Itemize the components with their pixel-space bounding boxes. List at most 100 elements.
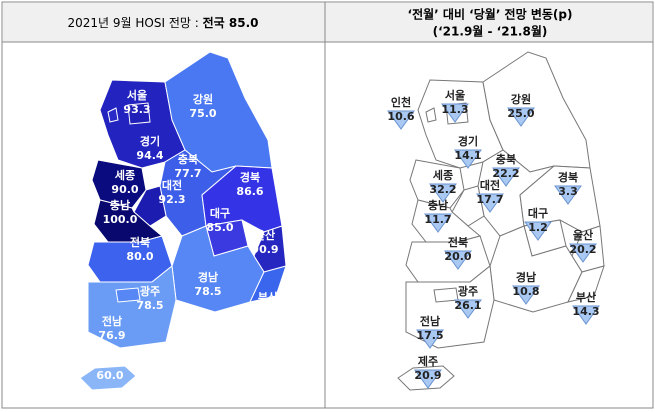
region bbox=[249, 265, 287, 303]
region-name: 충북 bbox=[178, 152, 198, 166]
region-value: 11.7 bbox=[424, 213, 451, 226]
decline-marker bbox=[454, 299, 482, 319]
region bbox=[115, 287, 141, 303]
region-name: 대구 bbox=[210, 206, 230, 220]
region-name: 전남 bbox=[102, 314, 122, 328]
region-name: 울산 bbox=[255, 228, 275, 242]
region bbox=[133, 185, 167, 227]
region-value: 89.4 bbox=[254, 305, 281, 318]
region-name: 대구 bbox=[528, 206, 548, 220]
region-value: 76.9 bbox=[98, 329, 125, 342]
region-value: 93.3 bbox=[123, 103, 150, 116]
region-name: 서울 bbox=[127, 88, 147, 102]
region-value: 20.2 bbox=[569, 243, 596, 256]
region bbox=[489, 225, 583, 313]
decline-marker bbox=[476, 193, 504, 213]
region-name: 경남 bbox=[516, 270, 536, 284]
decline-marker bbox=[569, 243, 597, 263]
region bbox=[171, 225, 265, 313]
region-name: 광주 bbox=[458, 285, 478, 298]
right-title: ‘전월’ 대비 ‘당월’ 전망 변동(p) bbox=[408, 7, 573, 22]
region bbox=[201, 165, 283, 233]
region-name: 전남 bbox=[420, 314, 440, 328]
decline-marker bbox=[416, 329, 444, 349]
region-value: 1.2 bbox=[528, 221, 548, 234]
region-name: 충남 bbox=[428, 198, 448, 212]
decline-marker bbox=[444, 250, 472, 270]
region-value: 10.6 bbox=[387, 110, 414, 123]
decline-marker bbox=[572, 305, 600, 325]
region-value: 78.5 bbox=[136, 299, 163, 312]
region-name: 인천 bbox=[391, 95, 411, 109]
region-name: 광주 bbox=[140, 285, 160, 298]
region-name: 대전 bbox=[480, 178, 500, 192]
decline-marker bbox=[387, 110, 415, 130]
region-name: 서울 bbox=[445, 88, 465, 102]
region-name: 대전 bbox=[162, 178, 182, 192]
region bbox=[425, 107, 437, 123]
region-name: 세종 bbox=[433, 168, 453, 182]
region-name: 부산 bbox=[258, 290, 278, 304]
region-value: 3.3 bbox=[558, 185, 578, 198]
region-value: 90.9 bbox=[251, 243, 278, 256]
header-bg bbox=[3, 3, 652, 42]
region-value: 20.0 bbox=[444, 250, 471, 263]
decline-marker bbox=[512, 285, 540, 305]
region bbox=[107, 107, 119, 123]
region-value: 17.5 bbox=[416, 329, 443, 342]
decline-marker bbox=[424, 213, 452, 233]
region-value: 92.3 bbox=[158, 193, 185, 206]
region-value: 86.6 bbox=[236, 185, 263, 198]
right-subtitle: (‘21.9월 - ‘21.8월) bbox=[433, 24, 548, 39]
region-name: 경남 bbox=[198, 270, 218, 284]
region-value: 25.0 bbox=[507, 107, 534, 120]
region-value: 75.0 bbox=[189, 107, 216, 120]
decline-marker bbox=[429, 183, 457, 203]
region-value: 94.4 bbox=[136, 149, 163, 162]
decline-marker bbox=[414, 369, 442, 389]
decline-marker bbox=[441, 103, 469, 123]
region-name: 충남 bbox=[110, 198, 130, 212]
region-value: 14.1 bbox=[454, 149, 481, 162]
region bbox=[405, 265, 495, 349]
region-value: 100.0 bbox=[103, 213, 138, 226]
region-value: 20.9 bbox=[414, 369, 441, 382]
region-name: 제주 bbox=[100, 354, 120, 368]
region-value: 26.1 bbox=[454, 299, 481, 312]
region-value: 78.5 bbox=[194, 285, 221, 298]
region bbox=[79, 365, 137, 391]
region bbox=[567, 265, 605, 303]
region-name: 경기 bbox=[140, 134, 160, 148]
region-name: 강원 bbox=[511, 92, 531, 106]
region-name: 경북 bbox=[240, 170, 260, 184]
decline-marker bbox=[492, 167, 520, 187]
region-value: 14.3 bbox=[572, 305, 599, 318]
region-name: 울산 bbox=[573, 228, 593, 242]
region-value: 77.7 bbox=[174, 167, 201, 180]
decline-marker bbox=[507, 107, 535, 127]
region-value: 32.2 bbox=[429, 183, 456, 196]
region-value: 11.3 bbox=[441, 103, 468, 116]
region-value: 17.7 bbox=[476, 193, 503, 206]
decline-marker bbox=[454, 149, 482, 169]
region-value: 90.0 bbox=[111, 183, 138, 196]
region-value: 60.0 bbox=[96, 369, 123, 382]
region-value: 95.8 bbox=[69, 110, 96, 123]
region-name: 경기 bbox=[458, 134, 478, 148]
region-name: 충북 bbox=[496, 152, 516, 166]
region-value: 85.0 bbox=[206, 221, 233, 234]
region bbox=[519, 165, 601, 233]
region-name: 경북 bbox=[558, 170, 578, 184]
region-name: 제주 bbox=[418, 354, 438, 368]
region-value: 22.2 bbox=[492, 167, 519, 180]
region-name: 부산 bbox=[576, 290, 596, 304]
region-name: 강원 bbox=[193, 92, 213, 106]
decline-marker bbox=[554, 185, 582, 205]
region bbox=[87, 265, 177, 349]
region bbox=[451, 185, 485, 227]
decline-marker bbox=[524, 221, 552, 241]
region-name: 세종 bbox=[115, 168, 135, 182]
